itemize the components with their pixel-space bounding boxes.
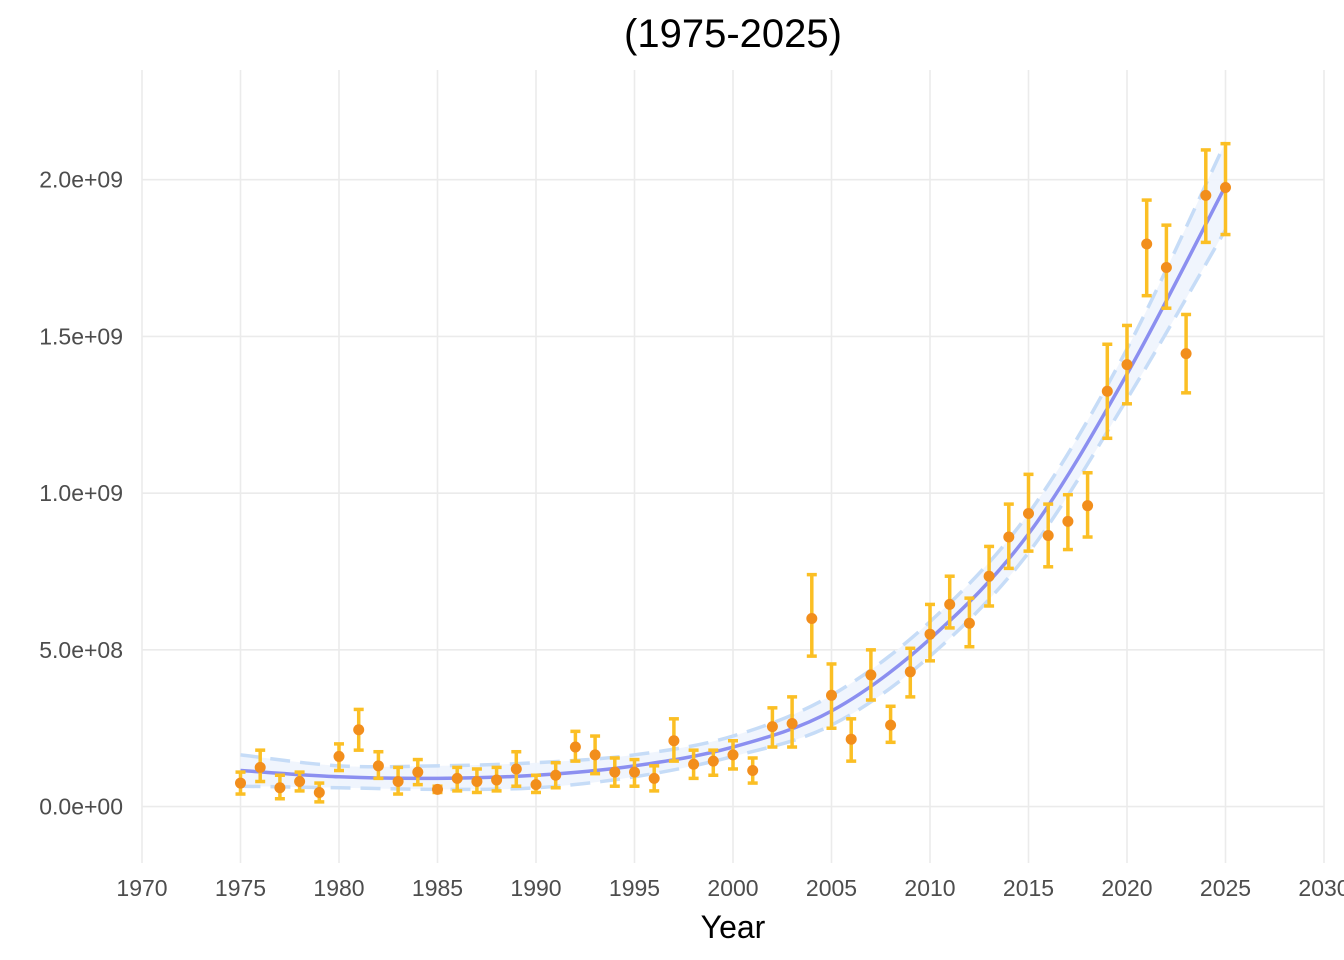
data-point (727, 749, 739, 761)
data-points (235, 182, 1231, 798)
data-point (1220, 182, 1231, 194)
data-point (1082, 500, 1094, 512)
data-point (510, 763, 522, 775)
x-tick-label: 2020 (1101, 875, 1152, 901)
data-point (274, 782, 286, 794)
data-point (865, 669, 877, 681)
data-point (254, 761, 266, 773)
y-tick-label: 0.0e+00 (39, 794, 123, 820)
x-tick-label: 1995 (609, 875, 660, 901)
data-point (648, 772, 660, 784)
data-point (609, 766, 621, 778)
data-point (333, 750, 345, 762)
x-tick-label: 2005 (806, 875, 857, 901)
data-point (353, 724, 365, 736)
data-point (1200, 189, 1212, 201)
x-tick-label: 1980 (313, 875, 364, 901)
data-point (432, 783, 443, 795)
data-point (668, 735, 680, 747)
data-point (451, 772, 463, 784)
x-tick-label: 2025 (1200, 875, 1251, 901)
data-point (1101, 385, 1113, 397)
data-point (1180, 348, 1192, 360)
x-tick-label: 2000 (707, 875, 758, 901)
chart-title: (1975-2025) (624, 12, 842, 56)
data-point (1141, 238, 1153, 250)
data-point (747, 765, 759, 777)
data-point (1042, 529, 1054, 541)
x-tick-label: 1985 (412, 875, 463, 901)
x-axis-ticks: 1970 1975 1980 1985 1990 1995 2000 2005 2010 2015… (116, 875, 1344, 901)
data-point (885, 719, 897, 731)
data-point (806, 613, 818, 625)
x-tick-label: 1990 (510, 875, 561, 901)
data-point (392, 776, 404, 788)
data-point (471, 776, 483, 788)
data-point (1121, 359, 1133, 371)
data-point (688, 758, 700, 770)
data-point (904, 666, 916, 678)
data-point (766, 721, 778, 733)
x-tick-label: 2010 (904, 875, 955, 901)
data-point (1003, 531, 1015, 543)
data-point (589, 749, 601, 761)
data-point (313, 786, 325, 798)
data-point (944, 598, 956, 610)
y-tick-label: 1.0e+09 (39, 480, 123, 506)
data-point (530, 779, 542, 791)
data-point (412, 766, 424, 778)
data-point (786, 718, 798, 730)
fit-curve (240, 185, 1228, 781)
y-tick-label: 2.0e+09 (39, 167, 123, 193)
data-point (983, 570, 995, 582)
data-point (550, 769, 562, 781)
data-point (1023, 508, 1034, 520)
x-tick-label: 1975 (215, 875, 266, 901)
data-point (924, 628, 936, 640)
lower-band-line (240, 228, 1228, 792)
data-point (491, 774, 503, 786)
data-point (1062, 515, 1074, 527)
y-axis-ticks: 0.0e+00 5.0e+08 1.0e+09 1.5e+09 2.0e+09 (39, 167, 123, 820)
data-point (826, 689, 837, 701)
data-point (235, 777, 246, 789)
x-tick-label: 2015 (1003, 875, 1054, 901)
x-tick-label: 2030 (1298, 875, 1344, 901)
data-point (569, 741, 581, 753)
fit-line (240, 185, 1228, 781)
data-point (294, 776, 306, 788)
x-axis-title: Year (701, 909, 766, 945)
data-point (1160, 261, 1172, 273)
y-tick-label: 5.0e+08 (39, 637, 123, 663)
data-point (845, 733, 857, 745)
data-point (629, 766, 640, 778)
data-point (707, 755, 719, 767)
data-point (372, 760, 384, 772)
y-tick-label: 1.5e+09 (39, 323, 123, 349)
data-point (963, 617, 975, 629)
x-tick-label: 1970 (116, 875, 167, 901)
